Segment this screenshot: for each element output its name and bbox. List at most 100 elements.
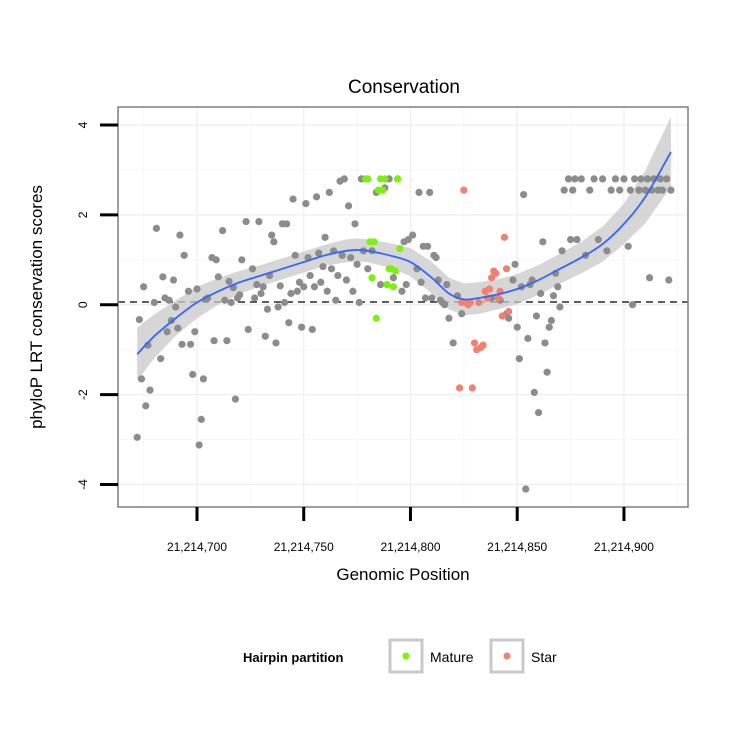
data-point-other bbox=[261, 332, 269, 340]
data-point-other bbox=[624, 242, 632, 250]
data-point-other bbox=[289, 195, 297, 203]
data-point-other bbox=[172, 303, 180, 311]
data-point-other bbox=[349, 287, 357, 295]
data-point-other bbox=[176, 231, 184, 239]
legend: Hairpin partition Mature Star bbox=[243, 638, 557, 674]
data-point-other bbox=[389, 274, 397, 282]
data-point-other bbox=[539, 238, 547, 246]
x-tick-label: 21,214,900 bbox=[594, 540, 654, 554]
data-point-other bbox=[635, 186, 643, 194]
data-point-other bbox=[342, 276, 351, 284]
data-point-other bbox=[571, 175, 579, 183]
data-point-other bbox=[225, 277, 233, 285]
data-point-mature bbox=[364, 175, 372, 183]
data-point-other bbox=[643, 175, 652, 183]
data-point-other bbox=[641, 186, 649, 194]
data-point-other bbox=[513, 323, 521, 331]
data-point-other bbox=[637, 175, 645, 183]
data-point-other bbox=[421, 294, 430, 302]
data-point-other bbox=[189, 370, 197, 379]
data-point-other bbox=[214, 273, 222, 281]
data-point-star bbox=[492, 269, 500, 277]
data-point-other bbox=[165, 296, 173, 304]
data-point-other bbox=[569, 186, 577, 194]
data-point-other bbox=[157, 355, 165, 363]
legend-label-mature: Mature bbox=[430, 649, 474, 665]
data-point-other bbox=[297, 323, 306, 331]
data-point-other bbox=[280, 298, 289, 307]
data-point-other bbox=[321, 233, 329, 241]
data-point-other bbox=[426, 188, 434, 196]
data-point-other bbox=[545, 323, 553, 331]
data-point-other bbox=[566, 235, 575, 244]
data-point-mature bbox=[391, 267, 400, 275]
data-point-other bbox=[628, 301, 637, 309]
data-point-other bbox=[511, 260, 519, 268]
data-point-other bbox=[445, 314, 453, 322]
data-point-other bbox=[142, 402, 150, 410]
data-point-other bbox=[308, 325, 316, 334]
data-point-other bbox=[255, 218, 263, 226]
data-point-other bbox=[441, 301, 449, 309]
data-point-other bbox=[137, 375, 146, 383]
data-point-other bbox=[586, 186, 594, 194]
smooth-line bbox=[136, 151, 672, 355]
data-point-other bbox=[577, 175, 585, 183]
legend-title: Hairpin partition bbox=[243, 650, 343, 665]
data-point-other bbox=[327, 265, 336, 273]
data-point-other bbox=[270, 238, 278, 246]
chart-title: Conservation bbox=[348, 77, 460, 98]
data-point-other bbox=[524, 334, 532, 343]
data-point-star bbox=[502, 265, 511, 273]
data-point-other bbox=[146, 386, 154, 394]
data-point-other bbox=[537, 289, 545, 298]
data-point-other bbox=[665, 276, 673, 284]
data-point-other bbox=[140, 283, 148, 291]
data-point-other bbox=[163, 328, 171, 336]
data-point-other bbox=[428, 294, 436, 302]
data-point-other bbox=[554, 283, 562, 291]
data-point-other bbox=[197, 415, 205, 423]
data-point-other bbox=[409, 231, 417, 239]
data-point-other bbox=[347, 253, 355, 262]
data-point-other bbox=[257, 289, 265, 298]
legend-key-star bbox=[489, 638, 525, 674]
data-point-other bbox=[248, 265, 257, 273]
data-point-other bbox=[603, 247, 611, 255]
data-point-other bbox=[219, 226, 227, 235]
data-point-other bbox=[221, 296, 229, 304]
data-point-star bbox=[466, 298, 474, 307]
data-point-other bbox=[210, 337, 218, 345]
y-tick-label: 4 bbox=[76, 121, 90, 128]
data-point-other bbox=[458, 310, 466, 318]
data-point-star bbox=[475, 298, 483, 307]
data-point-other bbox=[323, 287, 331, 295]
data-point-other bbox=[287, 289, 295, 298]
legend-key-mature bbox=[388, 638, 424, 674]
data-point-other bbox=[238, 256, 246, 264]
data-point-other bbox=[334, 271, 342, 280]
data-point-other bbox=[564, 175, 573, 183]
data-point-other bbox=[344, 202, 353, 210]
confidence-ribbon bbox=[137, 116, 671, 381]
data-point-other bbox=[590, 175, 598, 183]
data-point-other bbox=[515, 355, 523, 363]
data-point-other bbox=[355, 298, 363, 307]
data-point-other bbox=[417, 278, 425, 286]
data-point-other bbox=[302, 200, 310, 208]
data-point-other bbox=[549, 292, 558, 300]
data-point-other bbox=[594, 235, 602, 244]
data-point-other bbox=[319, 262, 327, 271]
data-point-other bbox=[184, 287, 193, 295]
y-axis: -4 -2 0 2 4 bbox=[76, 121, 118, 490]
data-point-other bbox=[133, 433, 141, 441]
data-point-star bbox=[500, 233, 509, 241]
data-point-star bbox=[468, 384, 476, 392]
data-point-star bbox=[460, 186, 468, 194]
data-point-other bbox=[534, 409, 543, 417]
data-point-star bbox=[505, 307, 513, 316]
x-tick-label: 21,214,700 bbox=[167, 540, 227, 554]
data-point-star bbox=[498, 312, 506, 320]
y-tick-label: 0 bbox=[76, 301, 90, 308]
